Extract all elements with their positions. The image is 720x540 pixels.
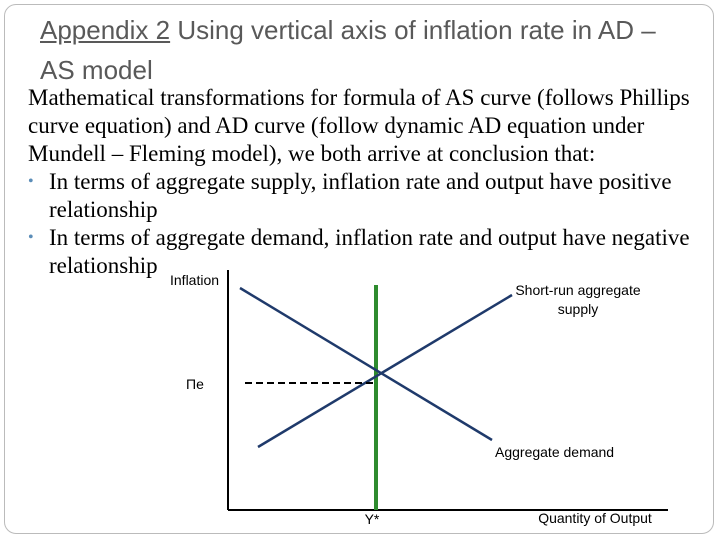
bullet-list: In terms of aggregate supply, inflation … [28,168,698,280]
slide-title: Appendix 2 Using vertical axis of inflat… [40,10,680,90]
supply-label-line: supply [558,301,598,317]
bullet: In terms of aggregate demand, inflation … [28,224,698,280]
expected-inflation-label: Πe [186,376,204,392]
demand-curve [239,286,493,442]
title-text: Using vertical axis of inflation rate in… [40,15,656,85]
label-background [168,270,224,288]
demand-label: Aggregate demand [495,444,614,460]
supply-label: Short-run aggregate supply [515,282,641,317]
supply-label-line: Short-run aggregate [515,282,641,298]
bullet: In terms of aggregate supply, inflation … [28,168,698,224]
label-background [500,280,660,322]
intro: Mathematical transformations for formula… [28,85,690,166]
supply-curve [257,293,513,449]
slide-frame [4,4,714,534]
appendix-label: Appendix 2 [40,15,171,45]
potential-output-label: Y* [365,511,380,527]
body-text: Mathematical transformations for formula… [28,84,698,280]
x-axis-label: Quantity of Output [538,510,652,526]
diagram-background [224,268,506,512]
y-axis-label: Inflation [170,272,219,288]
